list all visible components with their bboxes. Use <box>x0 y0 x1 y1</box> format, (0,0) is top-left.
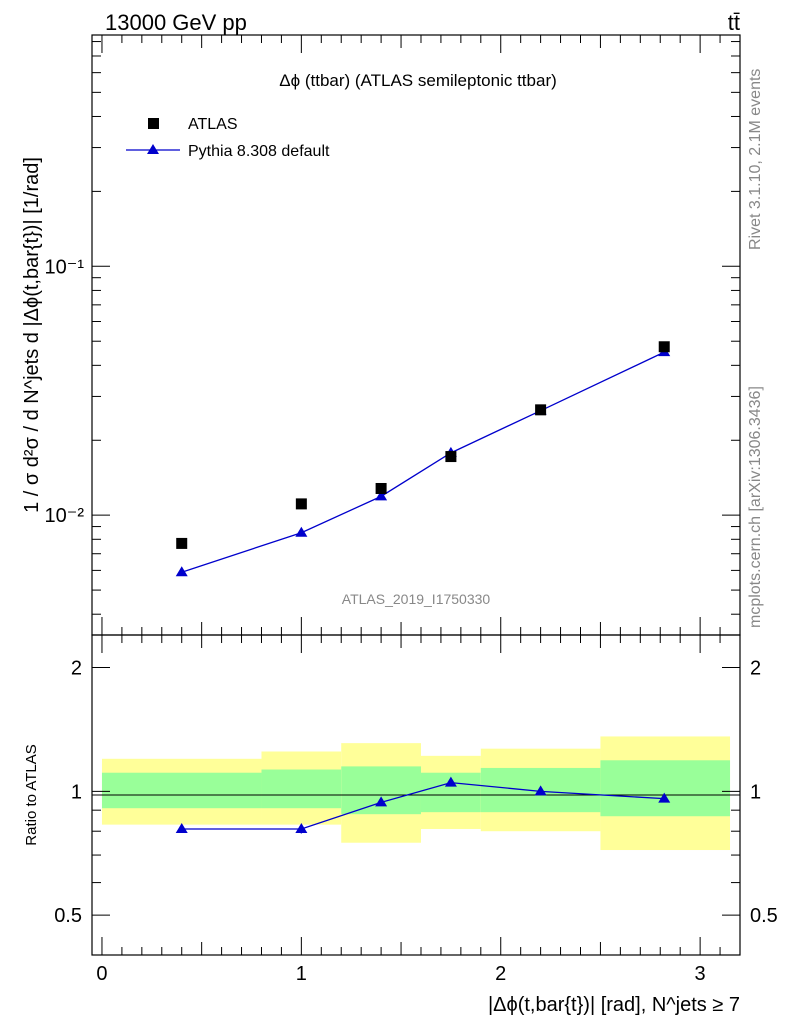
ratio-point <box>534 785 547 796</box>
ratio-point <box>295 822 308 833</box>
stat-band <box>101 772 262 809</box>
ratio-y-axis-label: Ratio to ATLAS <box>23 744 40 845</box>
main-title: Δϕ (ttbar) (ATLAS semileptonic ttbar) <box>279 71 557 90</box>
analysis-watermark: ATLAS_2019_I1750330 <box>342 591 491 607</box>
legend-pythia-label: Pythia 8.308 default <box>188 143 330 160</box>
ratio-panel: 0.5 0.5 1 1 2 2 0 1 2 3 Ratio to ATLAS |Δϕ(t,bar{… <box>23 634 778 1016</box>
main-y-tick-label: 10⁻² <box>45 505 85 527</box>
atlas-point <box>445 451 457 463</box>
atlas-point <box>658 341 670 353</box>
x-tick-label: 2 <box>495 963 506 985</box>
main-panel: Δϕ (ttbar) (ATLAS semileptonic ttbar) AT… <box>21 34 741 636</box>
ratio-point <box>444 776 457 787</box>
header-process: tt̄ <box>728 10 740 35</box>
main-axis-ticks: 10⁻² 10⁻¹ <box>45 35 740 635</box>
mcplots-label: mcplots.cern.ch [arXiv:1306.3436] <box>747 386 764 628</box>
legend-atlas-marker <box>148 118 159 129</box>
x-axis-label: |Δϕ(t,bar{t})| [rad], N^jets ≥ 7 <box>488 994 740 1016</box>
ratio-point <box>175 822 188 833</box>
pythia-point <box>175 566 188 577</box>
ratio-y-tick-label: 2 <box>71 658 82 680</box>
ratio-data-layer <box>175 776 671 834</box>
legend-pythia-marker <box>147 144 159 154</box>
ratio-plot-frame <box>91 634 741 956</box>
ratio-axis-ticks: 0.5 0.5 1 1 2 2 0 1 2 3 <box>54 635 778 985</box>
header-energy: 13000 GeV pp <box>105 10 247 35</box>
pythia-line <box>181 351 665 573</box>
ratio-y-tick-label: 0.5 <box>54 905 82 927</box>
ratio-y-tick-label: 1 <box>71 781 82 803</box>
rivet-label: Rivet 3.1.10, 2.1M events <box>747 69 764 250</box>
ratio-point <box>658 792 671 803</box>
ratio-point <box>375 796 388 807</box>
atlas-point <box>295 498 307 510</box>
ratio-line <box>181 781 665 830</box>
stat-band <box>600 760 731 817</box>
stat-band <box>261 769 342 809</box>
x-tick-label: 0 <box>96 963 107 985</box>
x-tick-label: 1 <box>296 963 307 985</box>
ratio-y-tick-label-right: 0.5 <box>750 905 778 927</box>
atlas-point <box>176 537 188 549</box>
atlas-point <box>535 404 547 416</box>
ratio-y-tick-label-right: 1 <box>750 781 761 803</box>
x-tick-label: 3 <box>695 963 706 985</box>
ratio-y-tick-label-right: 2 <box>750 658 761 680</box>
pythia-point <box>295 526 308 537</box>
atlas-point <box>375 482 387 494</box>
main-y-tick-label: 10⁻¹ <box>45 256 85 278</box>
legend-atlas-label: ATLAS <box>188 116 238 133</box>
main-data-layer <box>175 341 671 577</box>
stat-band <box>341 766 421 815</box>
legend: ATLAS Pythia 8.308 default <box>126 116 330 160</box>
main-y-axis-label: 1 / σ d²σ / d N^jets d |Δϕ(t,bar{t})| [1… <box>21 157 43 513</box>
pythia-point <box>375 490 388 501</box>
ratio-uncertainty-bands <box>101 736 731 851</box>
